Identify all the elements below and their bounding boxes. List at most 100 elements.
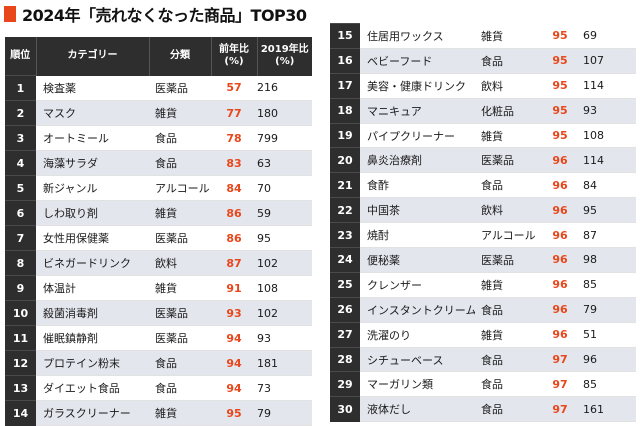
rank-cell: 21 (330, 172, 360, 198)
table-row: 30 液体だし 食品 97 161 (330, 396, 636, 423)
ranking-table-right: 15 住居用ワックス 雑貨 95 69 16 ベビーフード 食品 95 107 17 美容・健康ドリン… (330, 23, 636, 423)
class-cell: 雑貨 (475, 123, 537, 149)
header-prev-year: 前年比 (%) (211, 37, 258, 76)
rank-cell: 4 (5, 150, 36, 176)
table-row: 8 ビネガードリンク 飲料 87 102 (5, 250, 312, 276)
category-name-cell: ビネガードリンク (36, 250, 149, 276)
vs-2019-pct-cell: 93 (583, 98, 636, 124)
class-cell: 化粧品 (475, 98, 537, 124)
vs-2019-pct-cell: 87 (583, 222, 636, 249)
rank-cell: 10 (5, 300, 36, 326)
category-name-cell: 美容・健康ドリンク (360, 73, 475, 99)
page-title: 2024年「売れなくなった商品」TOP30 (4, 2, 307, 26)
rank-cell: 28 (330, 346, 360, 372)
class-cell: 食品 (149, 125, 211, 151)
prev-year-pct-cell: 94 (211, 325, 257, 351)
table-row: 10 殺菌消毒剤 医薬品 93 102 (5, 300, 312, 326)
category-name-cell: 焼酎 (360, 222, 475, 249)
table-row: 15 住居用ワックス 雑貨 95 69 (330, 23, 636, 49)
prev-year-pct-cell: 94 (211, 350, 257, 376)
rank-cell: 6 (5, 200, 36, 226)
table-row: 13 ダイエット食品 食品 94 73 (5, 375, 312, 401)
table-header-row: 順位 カテゴリー 分類 前年比 (%) 2019年比 (%) (5, 37, 312, 76)
category-name-cell: 体温計 (36, 275, 149, 301)
table-row: 7 女性用保健薬 医薬品 86 95 (5, 225, 312, 251)
table-row: 9 体温計 雑貨 91 108 (5, 275, 312, 301)
prev-year-pct-cell: 97 (537, 396, 583, 423)
table-row: 3 オートミール 食品 78 799 (5, 125, 312, 151)
vs-2019-pct-cell: 98 (583, 247, 636, 273)
prev-year-pct-cell: 95 (537, 73, 583, 99)
category-name-cell: ベビーフード (360, 48, 475, 74)
vs-2019-pct-cell: 85 (583, 272, 636, 298)
category-name-cell: ダイエット食品 (36, 375, 149, 401)
rank-cell: 17 (330, 72, 360, 99)
category-name-cell: 催眠鎮静剤 (36, 325, 149, 351)
category-name-cell: プロテイン粉末 (36, 350, 149, 376)
category-name-cell: クレンザー (360, 272, 475, 298)
class-cell: 食品 (475, 371, 537, 398)
rank-cell: 29 (330, 371, 360, 397)
ranking-table-left: 順位 カテゴリー 分類 前年比 (%) 2019年比 (%) 1 検査薬 医薬品 57… (5, 37, 312, 426)
prev-year-pct-cell: 95 (537, 123, 583, 149)
rank-cell: 24 (330, 247, 360, 273)
vs-2019-pct-cell: 96 (583, 347, 636, 373)
category-name-cell: シチューベース (360, 347, 475, 373)
table-row: 22 中国茶 飲料 96 95 (330, 197, 636, 224)
class-cell: 医薬品 (149, 325, 211, 351)
table-row: 14 ガラスクリーナー 雑貨 95 79 (5, 400, 312, 426)
prev-year-pct-cell: 96 (537, 222, 583, 249)
prev-year-pct-cell: 96 (537, 297, 583, 323)
rank-cell: 19 (330, 122, 360, 148)
rank-cell: 22 (330, 197, 360, 223)
table-row: 20 鼻炎治療剤 医薬品 96 114 (330, 147, 636, 174)
class-cell: 食品 (475, 347, 537, 373)
vs-2019-pct-cell: 73 (257, 375, 312, 401)
category-name-cell: 海藻サラダ (36, 150, 149, 176)
vs-2019-pct-cell: 93 (257, 325, 312, 351)
category-name-cell: オートミール (36, 125, 149, 151)
table-row: 29 マーガリン類 食品 97 85 (330, 371, 636, 398)
category-name-cell: インスタントクリーム (360, 297, 475, 323)
vs-2019-pct-cell: 114 (583, 147, 636, 174)
class-cell: 食品 (475, 172, 537, 199)
header-rank: 順位 (5, 37, 37, 76)
rank-cell: 2 (5, 100, 36, 126)
table-row: 19 パイプクリーナー 雑貨 95 108 (330, 122, 636, 149)
rank-cell: 1 (5, 75, 36, 101)
category-name-cell: 鼻炎治療剤 (360, 147, 475, 174)
category-name-cell: 食酢 (360, 172, 475, 199)
header-vs-2019: 2019年比 (%) (257, 37, 312, 76)
vs-2019-pct-cell: 161 (583, 396, 636, 423)
vs-2019-pct-cell: 95 (257, 225, 312, 251)
vs-2019-pct-cell: 79 (583, 297, 636, 323)
rank-cell: 27 (330, 321, 360, 348)
prev-year-pct-cell: 78 (211, 125, 257, 151)
table-row: 24 便秘薬 医薬品 96 98 (330, 247, 636, 273)
class-cell: 飲料 (149, 250, 211, 276)
table-row: 17 美容・健康ドリンク 飲料 95 114 (330, 72, 636, 99)
prev-year-pct-cell: 96 (537, 147, 583, 174)
table-row: 25 クレンザー 雑貨 96 85 (330, 271, 636, 298)
class-cell: 雑貨 (475, 272, 537, 298)
prev-year-pct-cell: 96 (537, 322, 583, 348)
category-name-cell: パイプクリーナー (360, 123, 475, 149)
vs-2019-pct-cell: 70 (257, 175, 312, 201)
class-cell: 医薬品 (149, 75, 211, 101)
prev-year-pct-cell: 96 (537, 247, 583, 273)
class-cell: 食品 (475, 396, 537, 423)
class-cell: 雑貨 (475, 322, 537, 348)
rank-cell: 18 (330, 97, 360, 124)
vs-2019-pct-cell: 180 (257, 100, 312, 126)
prev-year-pct-cell: 77 (211, 100, 257, 126)
category-name-cell: 便秘薬 (360, 247, 475, 273)
table-row: 6 しわ取り剤 雑貨 86 59 (5, 200, 312, 226)
category-name-cell: 洗濯のり (360, 322, 475, 348)
rank-cell: 3 (5, 125, 36, 151)
prev-year-pct-cell: 95 (537, 23, 583, 49)
table-row: 23 焼酎 アルコール 96 87 (330, 222, 636, 249)
category-name-cell: 住居用ワックス (360, 23, 475, 49)
category-name-cell: しわ取り剤 (36, 200, 149, 226)
vs-2019-pct-cell: 216 (257, 75, 312, 101)
prev-year-pct-cell: 95 (537, 48, 583, 74)
